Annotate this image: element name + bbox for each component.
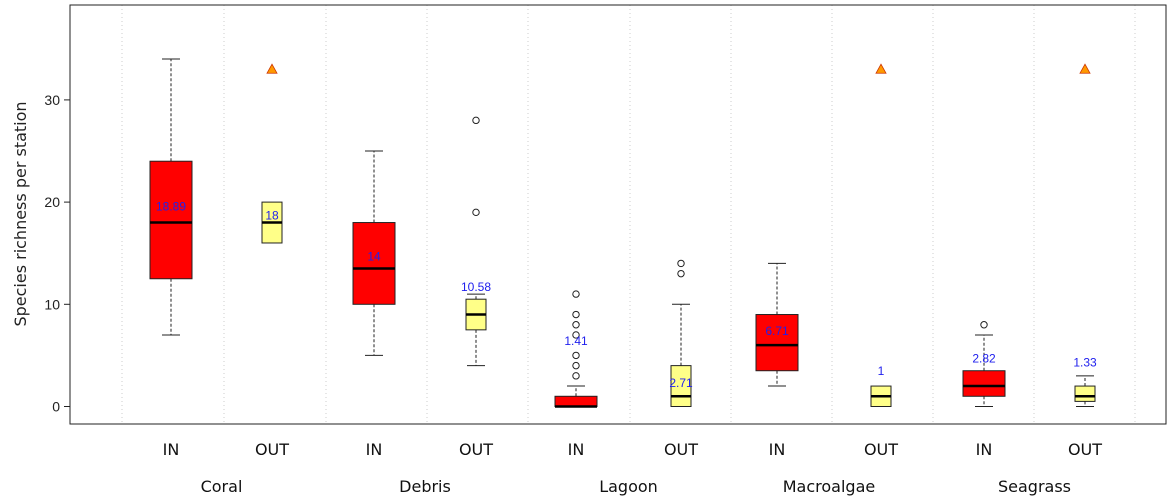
mean-label: 2.82 — [972, 352, 996, 366]
x-axis-labels: IN OUT IN OUT IN OUT IN OUT IN OUT Coral Debris Lago… — [163, 440, 1103, 496]
outlier-point — [572, 321, 580, 329]
mean-label: 1.33 — [1073, 356, 1097, 370]
box-debris-out: 10.58 — [461, 116, 491, 367]
outlier-point — [677, 269, 685, 278]
plot-frame — [69, 4, 1167, 425]
y-axis: 0 10 20 30 — [44, 92, 70, 415]
mean-label: 2.71 — [669, 376, 693, 390]
group-label: Macroalgae — [783, 477, 875, 496]
box-iqr — [755, 314, 799, 372]
outlier-point — [572, 361, 580, 370]
outlier-point — [572, 351, 580, 360]
category-label: OUT — [459, 440, 493, 459]
category-label: IN — [568, 440, 585, 459]
outlier-point — [677, 259, 685, 268]
category-label: IN — [769, 440, 786, 459]
outlier-point — [572, 310, 580, 319]
mean-label: 10.58 — [461, 280, 491, 294]
y-axis-label: Species richness per station — [11, 101, 30, 326]
group-label: Lagoon — [599, 477, 658, 496]
category-label: IN — [163, 440, 180, 459]
outlier-point — [572, 331, 580, 339]
mean-label: 14 — [367, 249, 381, 263]
box-coral-in: 18.89 — [149, 58, 193, 336]
group-label: Coral — [201, 477, 243, 496]
category-label: IN — [976, 440, 993, 459]
box-seagrass-in: 2.82 — [962, 321, 1006, 407]
outlier-point — [572, 290, 580, 298]
category-label: OUT — [1068, 440, 1102, 459]
y-tick-label: 10 — [44, 296, 60, 312]
outlier-point — [980, 321, 988, 329]
group-label: Debris — [399, 477, 451, 496]
box-iqr — [352, 222, 396, 305]
mean-label: 6.71 — [765, 324, 789, 338]
box-macroalgae-out: 1 — [870, 63, 892, 407]
outlier-point — [572, 372, 580, 380]
mean-label: 18 — [265, 209, 279, 223]
box-iqr — [962, 370, 1006, 397]
y-tick-label: 20 — [44, 194, 60, 210]
y-tick-label: 30 — [44, 92, 60, 108]
mean-label: 1.41 — [564, 334, 588, 348]
category-label: OUT — [864, 440, 898, 459]
boxes: 18.89 18 14 10.58 1.41 2.71 6.71 1 2.82 1.33 — [149, 58, 1097, 408]
marker-triangle — [266, 63, 278, 74]
box-iqr — [149, 160, 193, 280]
category-label: OUT — [255, 440, 289, 459]
box-debris-in: 14 — [352, 150, 396, 356]
mean-label: 18.89 — [156, 199, 186, 213]
category-label: OUT — [664, 440, 698, 459]
outlier-point — [472, 116, 480, 125]
group-label: Seagrass — [998, 477, 1071, 496]
box-seagrass-out: 1.33 — [1073, 63, 1097, 407]
y-tick-label: 0 — [52, 399, 60, 415]
box-macroalgae-in: 6.71 — [755, 262, 799, 387]
marker-triangle — [1079, 63, 1091, 74]
box-iqr — [1074, 385, 1096, 402]
box-coral-out: 18 — [261, 63, 283, 244]
box-lagoon-in: 1.41 — [554, 290, 598, 408]
box-lagoon-out: 2.71 — [669, 259, 693, 407]
box-iqr — [554, 395, 598, 407]
mean-label: 1 — [878, 364, 885, 378]
outlier-point — [472, 208, 480, 217]
marker-triangle — [875, 63, 887, 74]
category-label: IN — [366, 440, 383, 459]
